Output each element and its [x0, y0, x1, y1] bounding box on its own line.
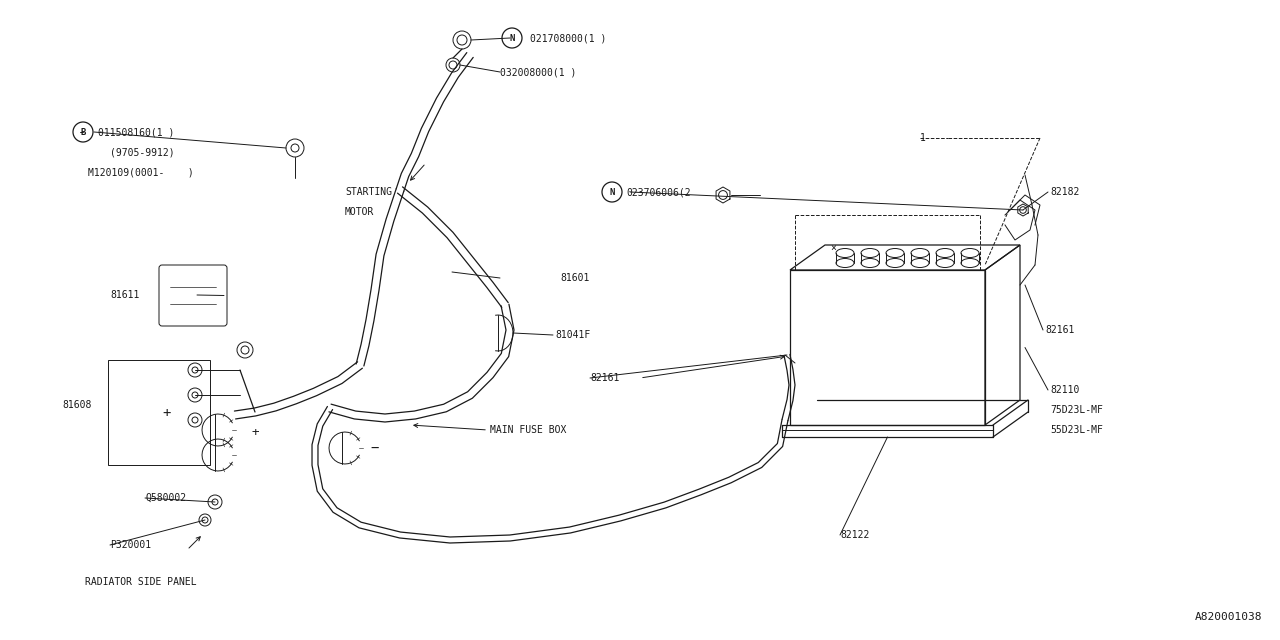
Ellipse shape	[911, 259, 929, 268]
Text: A820001038: A820001038	[1194, 612, 1262, 622]
Text: 81611: 81611	[110, 290, 140, 300]
Text: 82182: 82182	[1050, 187, 1079, 197]
Ellipse shape	[836, 248, 854, 257]
Ellipse shape	[961, 248, 979, 257]
Text: N: N	[509, 33, 515, 42]
Text: 55D23L-MF: 55D23L-MF	[1050, 425, 1103, 435]
Text: 011508160(1 ): 011508160(1 )	[99, 127, 174, 137]
Bar	[108, 360, 210, 465]
Ellipse shape	[961, 259, 979, 268]
Ellipse shape	[861, 259, 879, 268]
Text: 023706006(2: 023706006(2	[626, 187, 691, 197]
Ellipse shape	[886, 259, 904, 268]
Ellipse shape	[836, 259, 854, 268]
Text: N: N	[609, 188, 614, 196]
Text: −: −	[371, 441, 379, 455]
Text: 75D23L-MF: 75D23L-MF	[1050, 405, 1103, 415]
Ellipse shape	[936, 259, 954, 268]
Ellipse shape	[936, 248, 954, 257]
Text: 82122: 82122	[840, 530, 869, 540]
Text: P320001: P320001	[110, 540, 151, 550]
Bar	[790, 270, 986, 425]
Text: 81608: 81608	[61, 400, 91, 410]
FancyBboxPatch shape	[159, 265, 227, 326]
Text: M120109(0001-    ): M120109(0001- )	[88, 167, 193, 177]
Text: MOTOR: MOTOR	[346, 207, 374, 217]
Text: 82161: 82161	[1044, 325, 1074, 335]
Text: +: +	[251, 426, 259, 438]
Text: 021708000(1 ): 021708000(1 )	[530, 33, 607, 43]
Text: RADIATOR SIDE PANEL: RADIATOR SIDE PANEL	[84, 577, 197, 587]
Text: 032008000(1 ): 032008000(1 )	[500, 67, 576, 77]
Text: ×: ×	[829, 243, 836, 253]
Text: MAIN FUSE BOX: MAIN FUSE BOX	[490, 425, 566, 435]
Ellipse shape	[886, 248, 904, 257]
Ellipse shape	[861, 248, 879, 257]
Text: STARTING: STARTING	[346, 187, 392, 197]
Text: 81601: 81601	[561, 273, 589, 283]
Text: 82110: 82110	[1050, 385, 1079, 395]
Text: (9705-9912): (9705-9912)	[110, 147, 174, 157]
Text: B: B	[81, 127, 86, 136]
Ellipse shape	[911, 248, 929, 257]
Text: 1: 1	[920, 133, 925, 143]
Text: +: +	[163, 406, 172, 419]
Text: 82161: 82161	[590, 373, 620, 383]
Text: Q580002: Q580002	[145, 493, 186, 503]
Text: 81041F: 81041F	[556, 330, 590, 340]
